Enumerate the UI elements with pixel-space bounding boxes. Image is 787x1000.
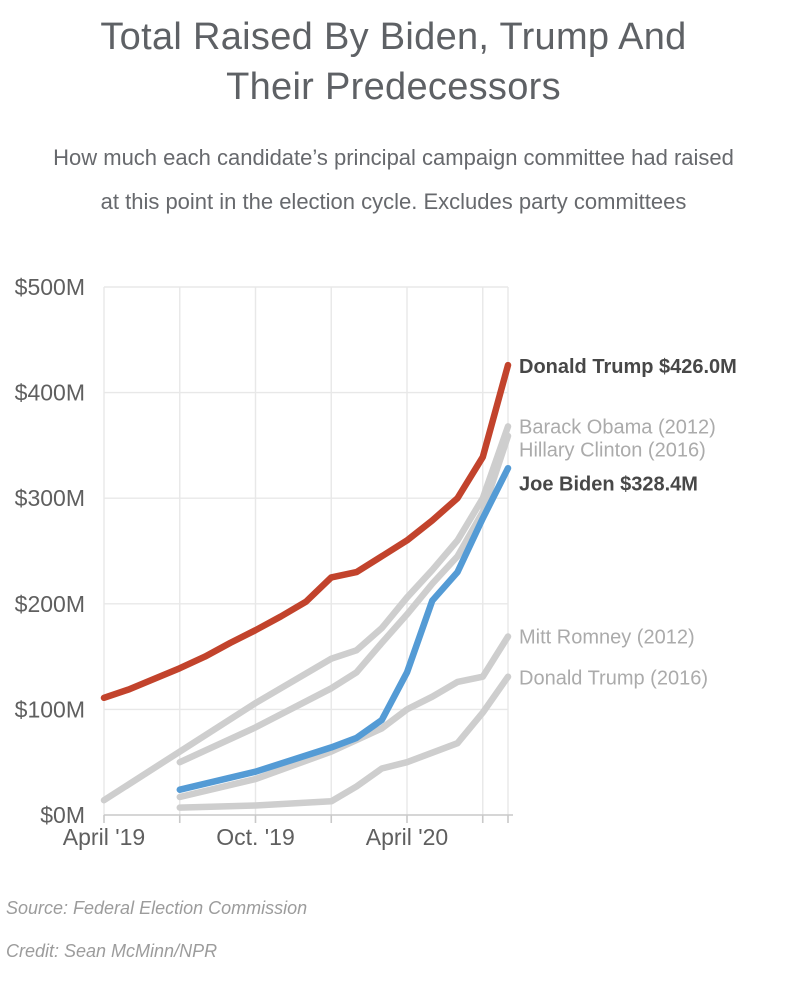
chart-title: Total Raised By Biden, Trump And Their P… (0, 12, 787, 112)
y-axis-tick-label: $200M (15, 591, 85, 617)
source-note: Source: Federal Election Commission (6, 898, 308, 918)
series-line-mitt-romney-2012- (176, 633, 512, 801)
series-line-donald-trump-2016- (176, 673, 512, 811)
chart-title-line-2: Their Predecessors (226, 66, 561, 108)
chart-subtitle-line-1: How much each candidate’s principal camp… (53, 145, 734, 170)
series-label-hillary-clinton-2016-: Hillary Clinton (2016) (519, 440, 706, 462)
series-label-donald-trump-2016-: Donald Trump (2016) (519, 668, 708, 690)
series-label-joe-biden-2020-: Joe Biden $328.4M (519, 473, 698, 495)
credit-note: Credit: Sean McMinn/NPR (6, 941, 218, 961)
series-line-barack-obama-2012- (100, 423, 512, 804)
y-axis-tick-label: $500M (15, 274, 85, 300)
x-axis-tick-label: April '20 (366, 824, 448, 850)
series-line-hillary-clinton-2016- (176, 432, 512, 766)
line-chart: $0M $100M $200M $300M $400M $500M April '19 Oct… (0, 245, 787, 880)
x-axis-tick-label: Oct. '19 (216, 824, 295, 850)
series-label-barack-obama-2012-: Barack Obama (2012) (519, 416, 716, 438)
series-label-donald-trump-2020-: Donald Trump $426.0M (519, 356, 737, 378)
chart-subtitle: How much each candidate’s principal camp… (0, 136, 787, 224)
y-axis-tick-label: $300M (15, 485, 85, 511)
chart-svg: $0M $100M $200M $300M $400M $500M April '19 Oct… (15, 274, 737, 850)
y-axis-tick-label: $0M (40, 802, 85, 828)
y-axis-tick-label: $400M (15, 380, 85, 406)
y-axis-tick-label: $100M (15, 696, 85, 722)
series-line-joe-biden-2020- (176, 464, 512, 793)
x-axis-tick-label: April '19 (63, 824, 145, 850)
chart-title-line-1: Total Raised By Biden, Trump And (100, 16, 687, 58)
series-label-mitt-romney-2012-: Mitt Romney (2012) (519, 627, 695, 649)
series-line-donald-trump-2020- (100, 361, 512, 702)
chart-subtitle-line-2: at this point in the election cycle. Exc… (100, 189, 687, 214)
